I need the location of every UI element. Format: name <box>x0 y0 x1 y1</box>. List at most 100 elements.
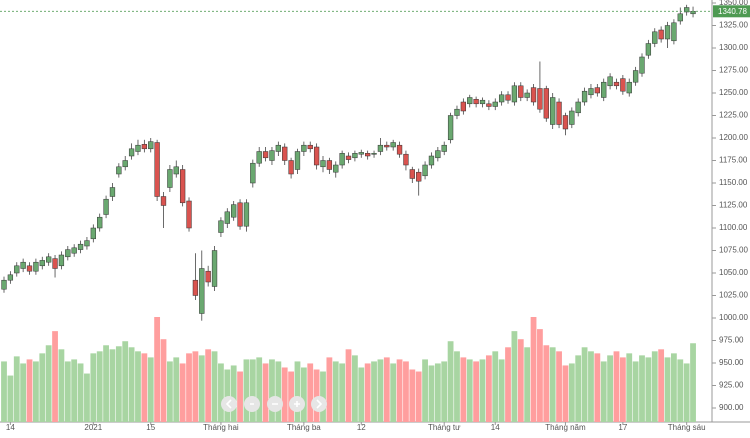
volume-bar <box>626 353 633 422</box>
volume-bar <box>383 357 390 422</box>
volume-bar <box>313 369 320 422</box>
volume-bar <box>186 353 192 422</box>
volume-bar <box>371 361 377 422</box>
candle-body <box>7 274 14 281</box>
candle <box>97 213 103 232</box>
volume-bar <box>664 357 671 422</box>
candle <box>243 199 250 232</box>
volume-bar <box>415 371 422 422</box>
volume-bar <box>58 349 65 422</box>
candle <box>326 157 333 174</box>
nav-left[interactable] <box>221 396 237 412</box>
volume-bar <box>154 317 161 422</box>
volume-bar <box>409 369 416 422</box>
volume-bar <box>103 345 109 422</box>
candle-body <box>320 160 326 168</box>
candle <box>173 160 179 178</box>
candle-body <box>282 146 288 161</box>
volume-bar <box>211 351 218 422</box>
volume-bar <box>128 347 135 422</box>
candle-body <box>492 101 498 107</box>
candle-body <box>237 202 243 227</box>
candle <box>530 84 537 106</box>
candle <box>33 258 39 275</box>
candle <box>65 246 71 261</box>
y-tick-label: 1325.00 <box>719 21 748 30</box>
volume-bar <box>651 351 658 422</box>
candle-body <box>26 265 33 272</box>
candle <box>454 105 460 120</box>
candle-body <box>460 101 467 112</box>
candle <box>479 97 486 108</box>
volume-bar <box>294 361 301 422</box>
volume-bar <box>671 353 677 422</box>
candle <box>7 271 14 284</box>
candle-body <box>33 261 39 272</box>
candle <box>199 250 205 321</box>
y-tick-label: 1000.00 <box>719 313 748 322</box>
volume-bar <box>549 347 556 422</box>
volume-bar <box>390 363 397 422</box>
candle <box>256 147 262 167</box>
candle <box>186 197 192 232</box>
candle-body <box>473 99 479 105</box>
x-tick-label: 17 <box>618 423 627 432</box>
candle <box>103 195 109 219</box>
volume-bar <box>84 373 90 422</box>
volume-bar <box>269 359 275 422</box>
volume-bar <box>192 351 199 422</box>
candle <box>109 183 116 201</box>
candle-body <box>377 144 384 152</box>
volume-bar <box>639 355 645 422</box>
candle-body <box>173 166 179 175</box>
volume-bar <box>179 363 186 422</box>
candle <box>575 98 581 117</box>
candle <box>441 141 447 156</box>
candle-body <box>224 211 230 224</box>
candle-body <box>416 171 422 182</box>
candle <box>128 143 135 160</box>
volume-bar <box>377 359 384 422</box>
candle-body <box>167 169 173 188</box>
candle-body <box>288 160 294 175</box>
nav-right[interactable] <box>311 396 327 412</box>
volume-bar <box>256 357 263 422</box>
candle <box>396 141 403 158</box>
candle <box>594 84 600 97</box>
volume-bar <box>352 355 358 422</box>
candle <box>90 224 96 243</box>
candle-body <box>339 153 345 166</box>
candle <box>154 139 160 201</box>
candle-body <box>371 153 377 155</box>
candle <box>262 147 269 162</box>
volume-bar <box>690 343 696 422</box>
candle <box>14 262 20 277</box>
volume-bar <box>428 365 435 422</box>
candle-body <box>192 279 199 296</box>
y-tick-label: 900.00 <box>719 403 744 412</box>
candle <box>294 148 301 174</box>
candle <box>365 150 371 160</box>
x-tick-label: Tháng năm <box>545 423 586 432</box>
candle <box>77 240 84 254</box>
volume-bar <box>288 371 294 422</box>
candle-body <box>154 142 160 197</box>
candle <box>269 147 275 165</box>
volume-bar <box>505 347 511 422</box>
candle <box>141 139 148 153</box>
volume-bar <box>33 361 39 422</box>
candle-body <box>313 146 320 166</box>
candle <box>224 208 230 228</box>
candle <box>333 161 339 178</box>
candle-body <box>199 268 205 314</box>
candle <box>148 138 154 153</box>
volume-bar <box>147 357 154 422</box>
candle-body <box>601 81 607 98</box>
x-tick-label: 14 <box>6 423 15 432</box>
volume-bar <box>320 371 326 422</box>
volume-bar <box>441 361 448 422</box>
volume-bar <box>300 367 307 422</box>
candle-body <box>333 164 339 173</box>
candle-body <box>135 144 141 152</box>
candle-body <box>409 169 415 179</box>
